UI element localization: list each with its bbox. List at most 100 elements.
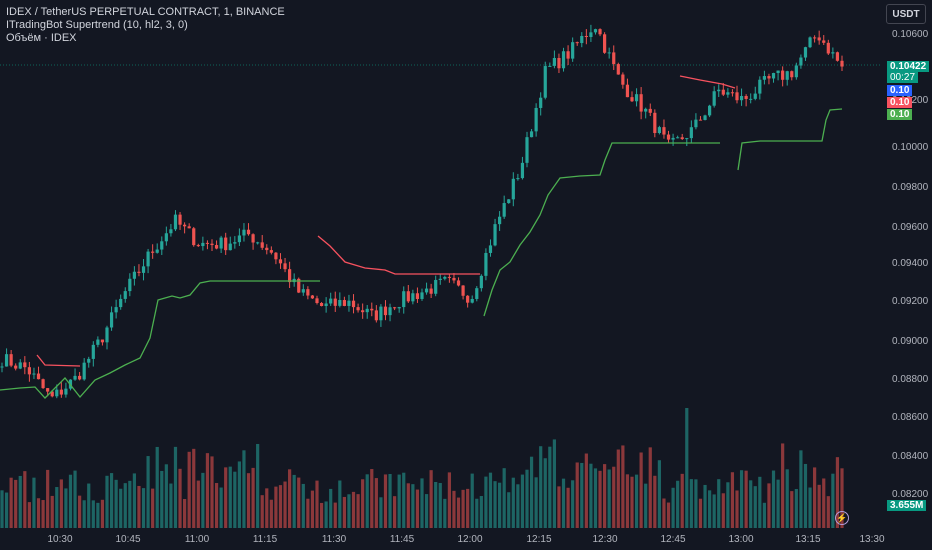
- volume-bar: [840, 468, 844, 528]
- supertrend-up-line-2: [483, 142, 720, 317]
- volume-title[interactable]: Объём · IDEX: [6, 32, 77, 44]
- volume-bar: [55, 487, 59, 528]
- candle-body: [479, 275, 483, 289]
- time-tick-label: 12:00: [457, 534, 482, 545]
- candle-body: [689, 127, 693, 139]
- candle-body: [717, 89, 721, 92]
- volume-bar: [64, 488, 68, 528]
- volume-bar: [365, 474, 369, 528]
- candle-body: [342, 300, 346, 306]
- volume-bar: [251, 467, 255, 528]
- time-tick-label: 10:30: [47, 534, 72, 545]
- candle-body: [767, 76, 771, 79]
- candle-body: [82, 362, 86, 380]
- volume-bar: [721, 493, 725, 528]
- candle-body: [178, 214, 182, 225]
- volume-bar: [475, 498, 479, 528]
- candle-body: [744, 96, 748, 99]
- candle-body: [251, 234, 255, 243]
- candle-body: [374, 310, 378, 321]
- time-tick-label: 10:45: [115, 534, 140, 545]
- volume-bar: [114, 479, 118, 528]
- candle-body: [511, 178, 515, 200]
- candle-body: [662, 127, 666, 135]
- candle-body: [123, 291, 127, 299]
- candle-body: [329, 298, 333, 304]
- indicator-title[interactable]: ITradingBot Supertrend (10, hl2, 3, 0): [6, 19, 188, 31]
- candle-body: [484, 252, 488, 276]
- volume-bar: [59, 479, 63, 528]
- candle-body: [283, 263, 287, 270]
- candle-body: [694, 119, 698, 128]
- volume-bar: [484, 476, 488, 528]
- candle-body: [584, 35, 588, 38]
- volume-bar: [324, 501, 328, 528]
- volume-bar: [703, 484, 707, 528]
- candle-body: [498, 216, 502, 225]
- candle-body: [151, 251, 155, 253]
- candle-body: [228, 243, 232, 251]
- volume-bar: [370, 469, 374, 528]
- volume-bar: [826, 496, 830, 528]
- volume-bar: [548, 446, 552, 528]
- candle-body: [840, 60, 844, 67]
- candle-body: [529, 131, 534, 138]
- candle-body: [470, 298, 474, 303]
- candle-body: [507, 199, 511, 204]
- candle-body: [712, 91, 716, 106]
- volume-bar: [689, 479, 693, 528]
- volume-bar: [534, 477, 538, 528]
- candle-body: [589, 32, 593, 38]
- candle-body: [306, 289, 310, 296]
- volume-bar: [694, 479, 698, 528]
- symbol-title[interactable]: IDEX / TetherUS PERPETUAL CONTRACT, 1, B…: [6, 6, 285, 18]
- volume-bar: [406, 483, 410, 528]
- candle-body: [598, 29, 602, 35]
- volume-bar: [27, 502, 31, 528]
- volume-bar: [100, 499, 105, 528]
- volume-bar: [137, 485, 141, 528]
- candle-body: [64, 388, 68, 395]
- volume-bar: [470, 473, 474, 528]
- candle-body: [379, 306, 383, 321]
- volume-bar: [393, 496, 397, 528]
- volume-bar: [246, 473, 251, 528]
- currency-button[interactable]: USDT: [886, 4, 926, 24]
- volume-bar: [23, 471, 27, 528]
- volume-bar: [461, 489, 465, 528]
- volume-bar: [301, 483, 305, 528]
- volume-bar: [447, 472, 451, 528]
- volume-bar: [68, 474, 73, 528]
- candle-body: [397, 307, 401, 309]
- current-price-tag: 0.10422: [887, 61, 930, 72]
- lightning-icon[interactable]: ⚡: [835, 511, 849, 525]
- candle-body: [224, 237, 228, 251]
- candle-body: [571, 42, 575, 59]
- volume-bar: [32, 477, 36, 528]
- candle-body: [173, 214, 178, 230]
- candle-body: [762, 76, 766, 80]
- volume-bar: [9, 477, 13, 528]
- volume-bar: [456, 497, 461, 528]
- candle-body: [274, 252, 278, 260]
- volume-bar: [397, 474, 401, 528]
- candle-body: [703, 115, 707, 120]
- volume-bar: [666, 502, 671, 528]
- volume-bar: [493, 481, 497, 528]
- volume-bar: [361, 479, 365, 528]
- candle-body: [621, 74, 625, 85]
- price-tick-label: 0.09400: [892, 258, 929, 269]
- time-tick-label: 13:30: [859, 534, 884, 545]
- volume-bar: [342, 496, 346, 528]
- candle-body: [46, 388, 50, 392]
- volume-bar: [520, 474, 525, 528]
- candle-body: [55, 389, 59, 397]
- candle-body: [552, 57, 556, 66]
- volume-bar: [511, 477, 515, 528]
- candle-body: [566, 51, 570, 59]
- volume-bar: [516, 484, 520, 528]
- candle-body: [502, 203, 506, 217]
- volume-bar: [822, 478, 826, 528]
- candle-body: [192, 228, 196, 246]
